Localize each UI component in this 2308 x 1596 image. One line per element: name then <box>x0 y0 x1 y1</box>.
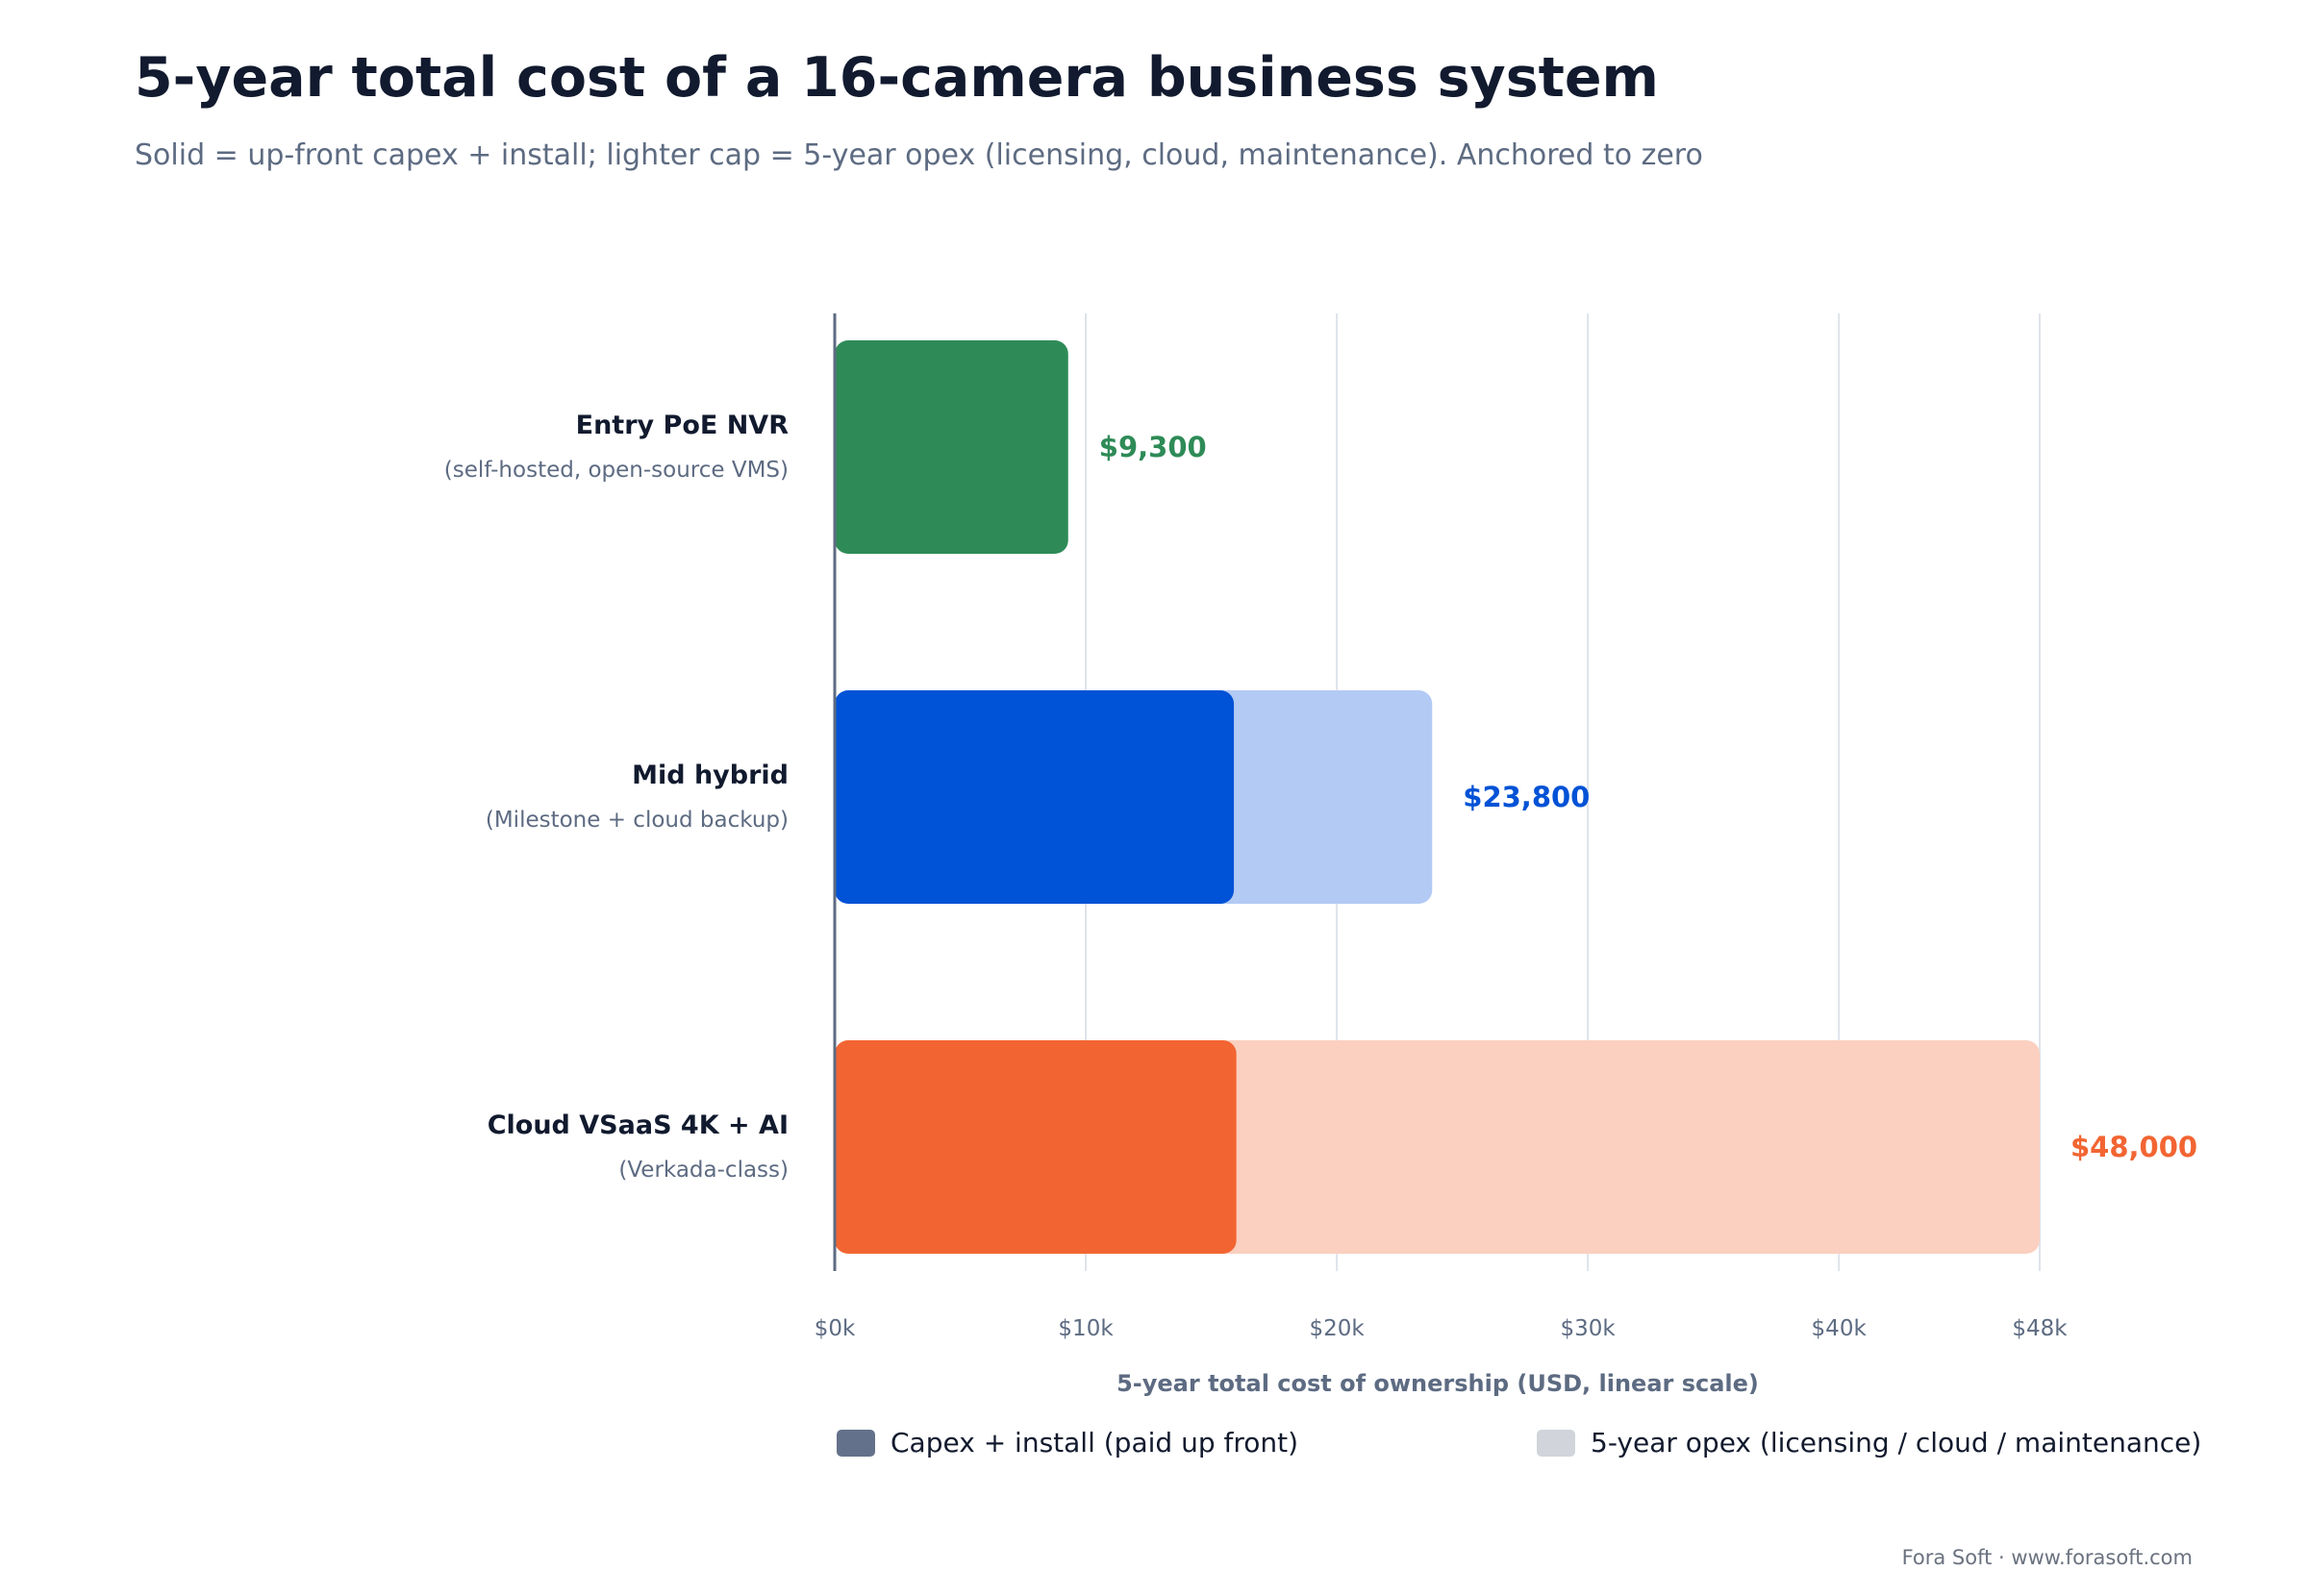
labels: $9,300 Entry PoE NVR (self-hosted, open-so… <box>444 411 2197 1183</box>
x-tick-label: $48k <box>2012 1316 2068 1341</box>
bar-value-label: $23,800 <box>1463 781 1590 813</box>
category-sublabel: (Verkada-class) <box>618 1158 789 1183</box>
bar-capex <box>835 1040 1237 1254</box>
legend-label-capex: Capex + install (paid up front) <box>891 1427 1299 1459</box>
footer-credit: Fora Soft · www.forasoft.com <box>1901 1546 2193 1569</box>
bar-value-label: $9,300 <box>1099 431 1207 463</box>
legend-swatch-capex <box>837 1429 875 1457</box>
bars <box>835 340 2040 1254</box>
chart-subtitle: Solid = up-front capex + install; lighte… <box>135 138 1703 172</box>
x-tick-label: $20k <box>1309 1316 1365 1341</box>
x-tick-label: $40k <box>1812 1316 1868 1341</box>
legend-item-capex: Capex + install (paid up front) <box>837 1427 1298 1459</box>
chart-title: 5-year total cost of a 16-camera busines… <box>135 46 1659 110</box>
x-tick-label: $30k <box>1561 1316 1617 1341</box>
x-tick-label: $10k <box>1058 1316 1114 1341</box>
legend-item-opex: 5-year opex (licensing / cloud / mainten… <box>1537 1427 2201 1459</box>
bar-capex <box>835 690 1235 904</box>
x-axis-title: 5-year total cost of ownership (USD, lin… <box>1116 1370 1759 1397</box>
bar-value-label: $48,000 <box>2070 1131 2197 1163</box>
category-sublabel: (self-hosted, open-source VMS) <box>444 458 789 483</box>
x-axis: $0k $10k $20k $30k $40k $48k 5-year total cost… <box>815 313 2068 1397</box>
bar-capex <box>835 340 1068 554</box>
category-label: Entry PoE NVR <box>576 411 790 440</box>
category-label: Mid hybrid <box>632 761 789 790</box>
category-label: Cloud VSaaS 4K + AI <box>488 1110 789 1140</box>
legend-swatch-opex <box>1537 1429 1575 1457</box>
category-sublabel: (Milestone + cloud backup) <box>486 808 789 833</box>
legend-label-opex: 5-year opex (licensing / cloud / mainten… <box>1591 1427 2202 1459</box>
x-tick-label: $0k <box>815 1316 856 1341</box>
